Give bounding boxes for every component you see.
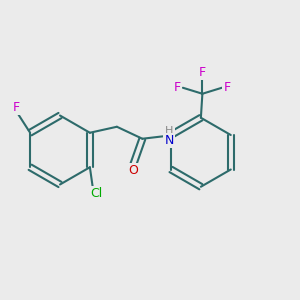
- Text: F: F: [199, 66, 206, 79]
- Text: N: N: [165, 134, 174, 147]
- Text: F: F: [224, 81, 231, 94]
- Text: F: F: [13, 101, 20, 114]
- Text: Cl: Cl: [90, 187, 102, 200]
- Text: F: F: [174, 81, 181, 94]
- Text: H: H: [165, 126, 174, 136]
- Text: O: O: [128, 164, 138, 177]
